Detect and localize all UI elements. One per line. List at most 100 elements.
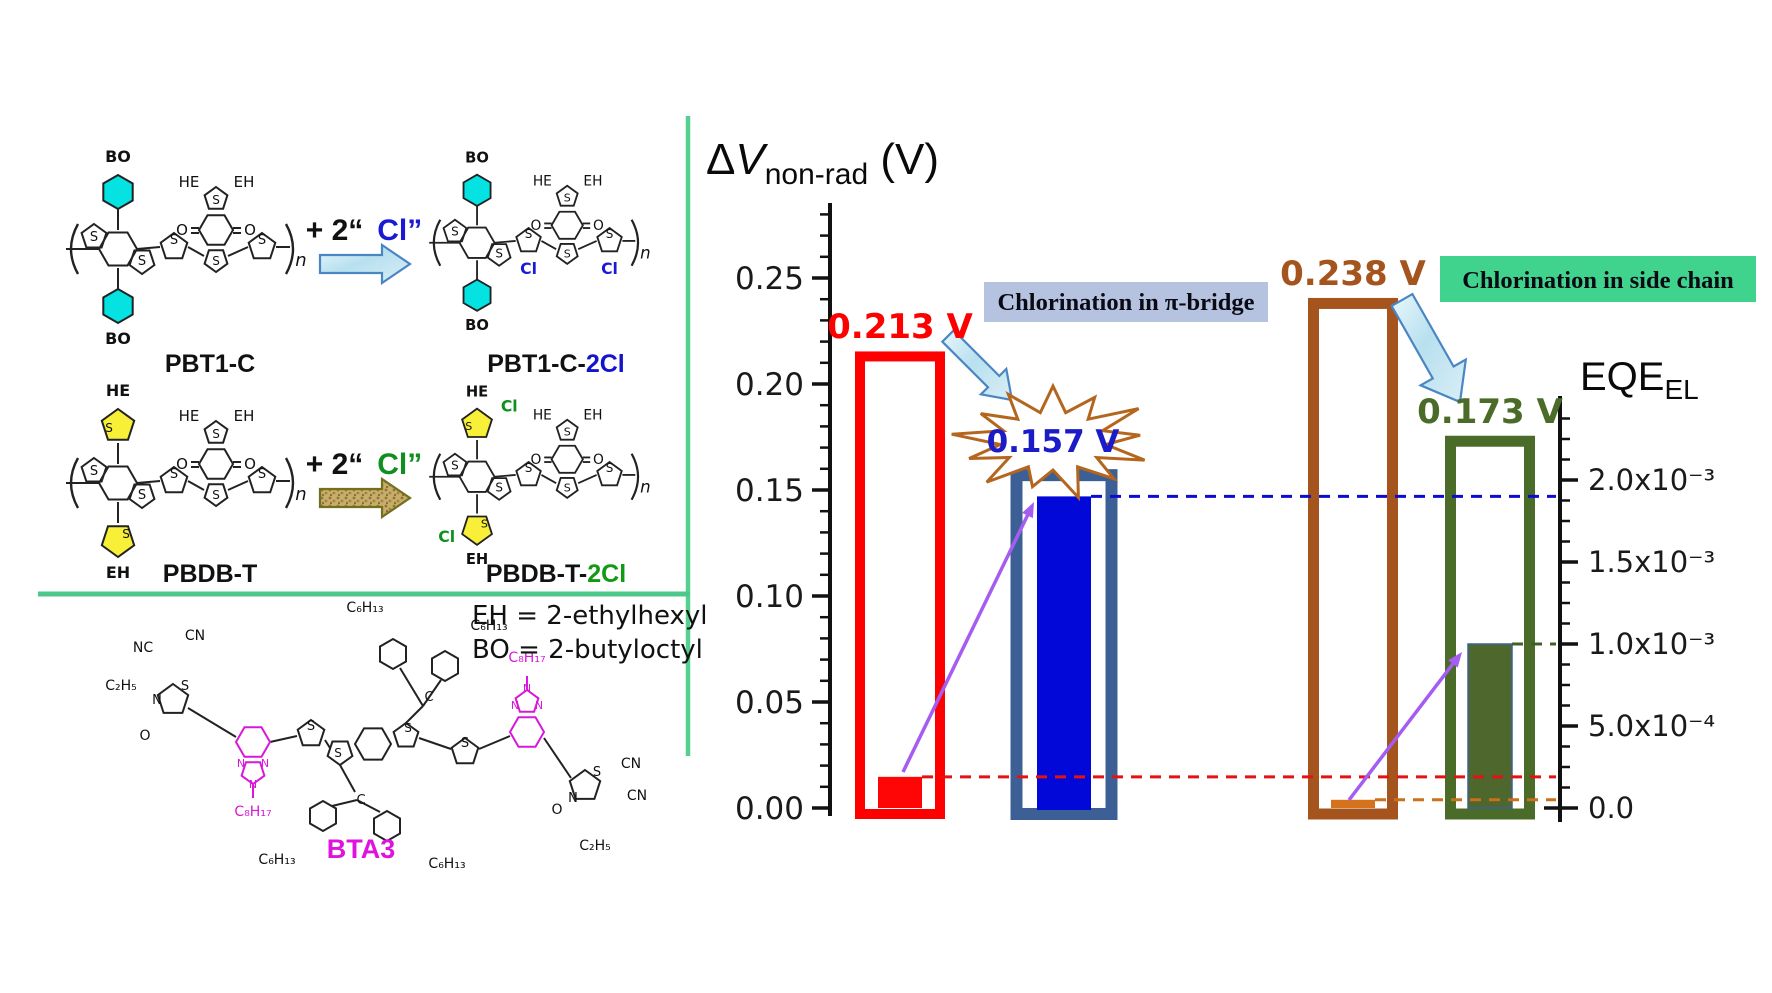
- atom-label: S: [606, 461, 614, 475]
- left-tick-label: 0.25: [735, 261, 804, 297]
- bond: [340, 765, 355, 792]
- atom-label: HE: [106, 381, 130, 400]
- bond: [137, 247, 160, 249]
- atom-label: BO: [105, 147, 131, 166]
- atom-label: S: [451, 458, 459, 472]
- left-tick-label: 0.15: [735, 473, 804, 509]
- bar-eqe-fill-pbt1-c-2cl: [1037, 496, 1091, 810]
- bond: [188, 708, 236, 737]
- reagent2-prefix: + 2“: [306, 448, 364, 481]
- right-tick-label: 1.5x10⁻³: [1588, 545, 1715, 579]
- atom-label: S: [258, 467, 266, 482]
- atom-label: C₆H₁₃: [258, 852, 295, 868]
- label-pbt1c-2cl: PBT1-C-2Cl: [487, 350, 625, 378]
- ring: [464, 280, 491, 311]
- atom-label: BO: [105, 329, 131, 348]
- atom-label: S: [334, 746, 342, 760]
- reagent1-prefix: + 2“: [306, 214, 364, 247]
- ice-arrow-side-chain: [1392, 294, 1466, 402]
- atom-label: S: [461, 736, 469, 751]
- figure-svg: SSSSSSHEEHOOBOBOnSSSSSSHEEHOOBOBOnClClSS…: [0, 0, 1772, 993]
- ring: [432, 651, 458, 681]
- chart-title-unit: (V): [868, 135, 939, 184]
- atom-label: S: [258, 233, 266, 248]
- atom-label: HE: [179, 407, 200, 425]
- bond: [578, 241, 596, 249]
- bar-outline-pbdb-t: [1314, 303, 1393, 814]
- atom-label: N: [249, 778, 257, 791]
- reagent2-cl: Cl”: [377, 448, 422, 481]
- atom-label: n: [640, 243, 651, 262]
- right-tick-label: 2.0x10⁻³: [1588, 463, 1715, 497]
- figure-canvas: SSSSSSHEEHOOBOBOnSSSSSSHEEHOOBOBOnClClSS…: [0, 0, 1772, 993]
- bar-value-label-pbt1-c-2cl: 0.157 V: [987, 424, 1120, 460]
- bar-value-label-pbt1-c: 0.213 V: [827, 307, 973, 347]
- atom-label: S: [90, 230, 98, 245]
- atom-label: S: [138, 254, 146, 269]
- label-pbdbt-2cl-suffix: 2Cl: [587, 560, 626, 588]
- bond: [495, 475, 516, 477]
- atom-label: CN: [621, 756, 641, 772]
- atom-label: N: [261, 757, 269, 770]
- bracket-right: [632, 220, 638, 266]
- atom-label: HE: [533, 174, 552, 190]
- atom-label: S: [495, 246, 503, 260]
- label-pbt1c: PBT1-C: [165, 350, 255, 378]
- atom-label: S: [212, 427, 220, 441]
- molecule-pbdbt-2cl: SSSSSSSSHEEHOOHEEHnClCl: [429, 384, 650, 568]
- ring: [103, 175, 132, 209]
- bracket-right: [286, 458, 293, 508]
- atom-label: O: [244, 221, 256, 239]
- atom-label: n: [295, 484, 306, 505]
- atom-label: S: [564, 481, 571, 494]
- left-tick-label: 0.20: [735, 367, 804, 403]
- legend-eh: EH = 2-ethylhexyl: [472, 601, 708, 631]
- atom-label: S: [564, 247, 571, 260]
- atom-label: O: [139, 728, 150, 744]
- bond: [228, 247, 248, 256]
- atom-label: S: [212, 488, 220, 502]
- bond: [541, 475, 556, 483]
- atom-label: O: [176, 221, 188, 239]
- ring: [310, 801, 336, 831]
- label-pbt1c-2cl-prefix: PBT1-C-: [487, 350, 586, 378]
- atom-label: C₂H₅: [579, 838, 611, 854]
- atom-label: EH: [583, 408, 602, 424]
- ring: [199, 449, 233, 478]
- bond: [325, 740, 330, 748]
- atom-label: Cl: [520, 259, 537, 278]
- bond: [419, 738, 451, 749]
- atom-label: HE: [466, 384, 488, 401]
- ring: [355, 728, 391, 759]
- atom-label: S: [606, 227, 614, 241]
- chart-title: ΔVnon-rad (V): [706, 135, 939, 191]
- bond: [541, 241, 556, 249]
- bond: [495, 241, 516, 243]
- bar-outline-pbt1-c: [860, 356, 940, 814]
- left-tick-label: 0.05: [735, 685, 804, 721]
- bond: [332, 800, 357, 806]
- bta3-label: BTA3: [327, 834, 396, 864]
- atom-label: S: [90, 464, 98, 479]
- right-tick-label: 1.0x10⁻³: [1588, 627, 1715, 661]
- reaction-arrow-1: [320, 245, 410, 283]
- atom-label: S: [481, 517, 488, 530]
- atom-label: N: [523, 682, 531, 695]
- ring: [552, 212, 583, 239]
- bond: [578, 475, 596, 483]
- atom-label: EH: [583, 174, 602, 190]
- atom-label: O: [593, 218, 604, 234]
- atom-label: n: [640, 477, 651, 496]
- atom-label: BO: [465, 317, 489, 334]
- atom-label: S: [105, 421, 113, 435]
- atom-label: S: [404, 721, 412, 735]
- atom-label: EH: [106, 563, 130, 582]
- bar-value-label-pbdb-t: 0.238 V: [1280, 254, 1426, 294]
- atom-label: O: [551, 802, 562, 818]
- atom-label: Cl: [501, 396, 518, 415]
- reagent-text-1: + 2“Cl”: [306, 214, 423, 247]
- atom-label: EH: [234, 173, 255, 191]
- atom-label: Cl: [438, 527, 455, 546]
- atom-label: n: [295, 250, 306, 271]
- bond: [228, 481, 248, 490]
